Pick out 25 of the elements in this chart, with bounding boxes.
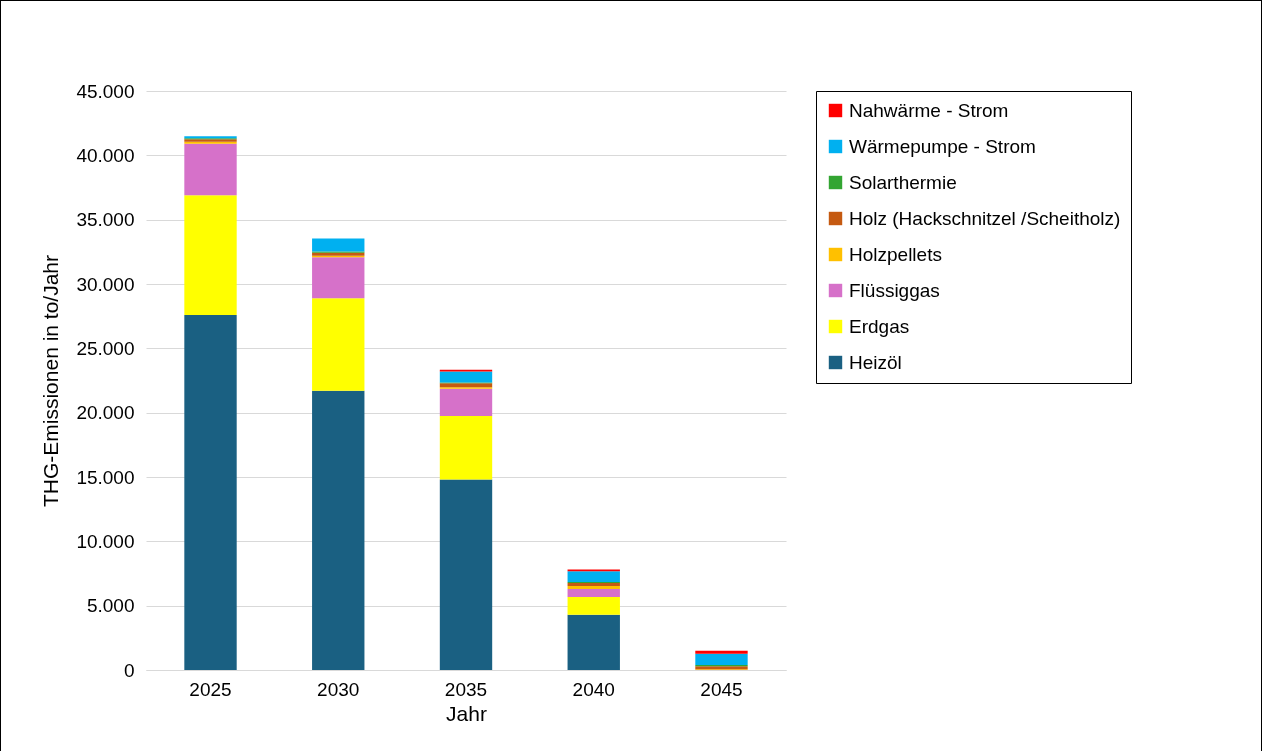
legend-label: Flüssiggas [849,279,940,301]
legend-label: Holzpellets [849,243,942,265]
legend-label: Heizöl [849,351,902,373]
y-tick-label: 5.000 [86,595,135,617]
y-tick-label: 10.000 [76,530,135,552]
y-tick-label: 20.000 [76,402,135,424]
y-tick-label: 30.000 [76,273,135,295]
legend-label: Solarthermie [849,171,957,193]
legend-label: Nahwärme - Strom [849,99,1009,121]
x-tick-label: 2045 [700,678,743,700]
x-tick-label: 2030 [317,678,360,700]
y-tick-label: 40.000 [76,144,135,166]
legend-label: Wärmepumpe - Strom [849,135,1036,157]
y-tick-label: 25.000 [76,337,135,359]
y-tick-label: 35.000 [76,209,135,231]
legend-label: Erdgas [849,315,910,337]
y-tick-label: 0 [123,659,135,681]
legend-label: Holz (Hackschnitzel /Scheitholz) [849,207,1121,229]
y-tick-label: 45.000 [76,80,135,102]
x-tick-label: 2035 [444,678,488,700]
x-tick-label: 2025 [189,678,232,700]
x-axis-title: Jahr [446,701,487,725]
y-tick-label: 15.000 [76,466,135,488]
x-tick-label: 2040 [572,678,615,700]
y-axis-title: THG-Emissionen in to/Jahr [39,254,63,508]
